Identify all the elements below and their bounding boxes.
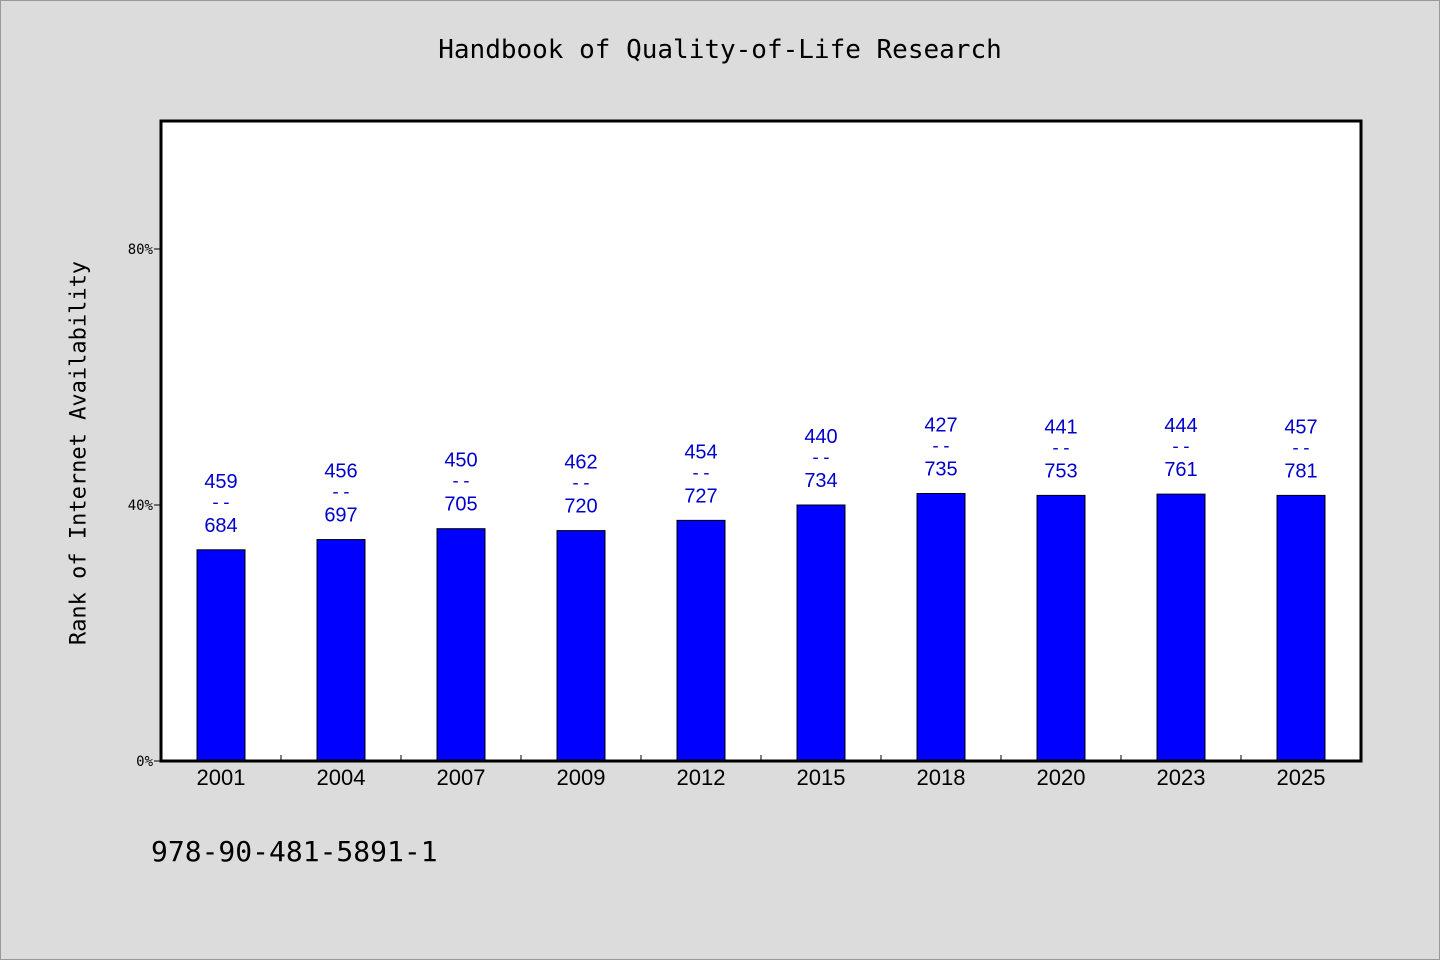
data-label-bottom: 705 — [444, 494, 477, 516]
y-tick-label: 40% — [128, 498, 154, 514]
isbn-label: 978-90-481-5891-1 — [151, 835, 438, 868]
data-label-separator: -- — [1170, 436, 1192, 457]
x-tick-label: 2023 — [1157, 765, 1206, 790]
data-label-bottom: 761 — [1164, 459, 1197, 481]
chart-title: Handbook of Quality-of-Life Research — [438, 35, 1002, 65]
bar[interactable] — [196, 549, 246, 762]
data-label-top: 450 — [444, 450, 477, 472]
x-tick-label: 2007 — [437, 765, 486, 790]
bar[interactable] — [1036, 494, 1086, 762]
y-tick-label: 0% — [136, 754, 153, 770]
bar[interactable] — [436, 528, 486, 762]
data-label-separator: -- — [570, 473, 592, 494]
data-label-top: 454 — [684, 441, 717, 463]
data-label-separator: -- — [1290, 437, 1312, 458]
data-label-bottom: 753 — [1044, 460, 1077, 482]
bar[interactable] — [676, 519, 726, 762]
y-tick-label: 80% — [128, 242, 154, 258]
data-label-top: 457 — [1284, 416, 1317, 438]
x-tick-label: 2025 — [1277, 765, 1326, 790]
x-tick-label: 2009 — [557, 765, 606, 790]
x-tick-label: 2012 — [677, 765, 726, 790]
bar[interactable] — [316, 539, 366, 762]
x-tick-label: 2020 — [1037, 765, 1086, 790]
data-label-top: 459 — [204, 471, 237, 493]
data-label-bottom: 684 — [204, 515, 237, 537]
plot-frame — [159, 119, 1363, 763]
data-label-bottom: 734 — [804, 470, 837, 492]
x-tick-label: 2001 — [197, 765, 246, 790]
data-label-top: 444 — [1164, 415, 1197, 437]
x-tick-label: 2018 — [917, 765, 966, 790]
bar[interactable] — [1276, 494, 1326, 762]
x-tick-label: 2004 — [317, 765, 366, 790]
data-label-separator: -- — [1050, 437, 1072, 458]
data-label-bottom: 735 — [924, 458, 957, 480]
data-label-separator: -- — [450, 471, 472, 492]
data-label-separator: -- — [690, 462, 712, 483]
data-label-separator: -- — [930, 435, 952, 456]
bar[interactable] — [796, 504, 846, 762]
data-label-bottom: 727 — [684, 485, 717, 507]
data-label-bottom: 781 — [1284, 460, 1317, 482]
data-label-separator: -- — [210, 492, 232, 513]
data-label-top: 441 — [1044, 416, 1077, 438]
data-label-top: 427 — [924, 414, 957, 436]
bar[interactable] — [1156, 493, 1206, 762]
data-label-bottom: 720 — [564, 496, 597, 518]
data-label-top: 440 — [804, 426, 837, 448]
data-label-top: 456 — [324, 461, 357, 483]
data-label-separator: -- — [330, 482, 352, 503]
data-label-bottom: 697 — [324, 505, 357, 527]
data-label-separator: -- — [810, 447, 832, 468]
bar[interactable] — [916, 492, 966, 762]
bar[interactable] — [556, 530, 606, 762]
data-label-top: 462 — [564, 452, 597, 474]
x-tick-label: 2015 — [797, 765, 846, 790]
